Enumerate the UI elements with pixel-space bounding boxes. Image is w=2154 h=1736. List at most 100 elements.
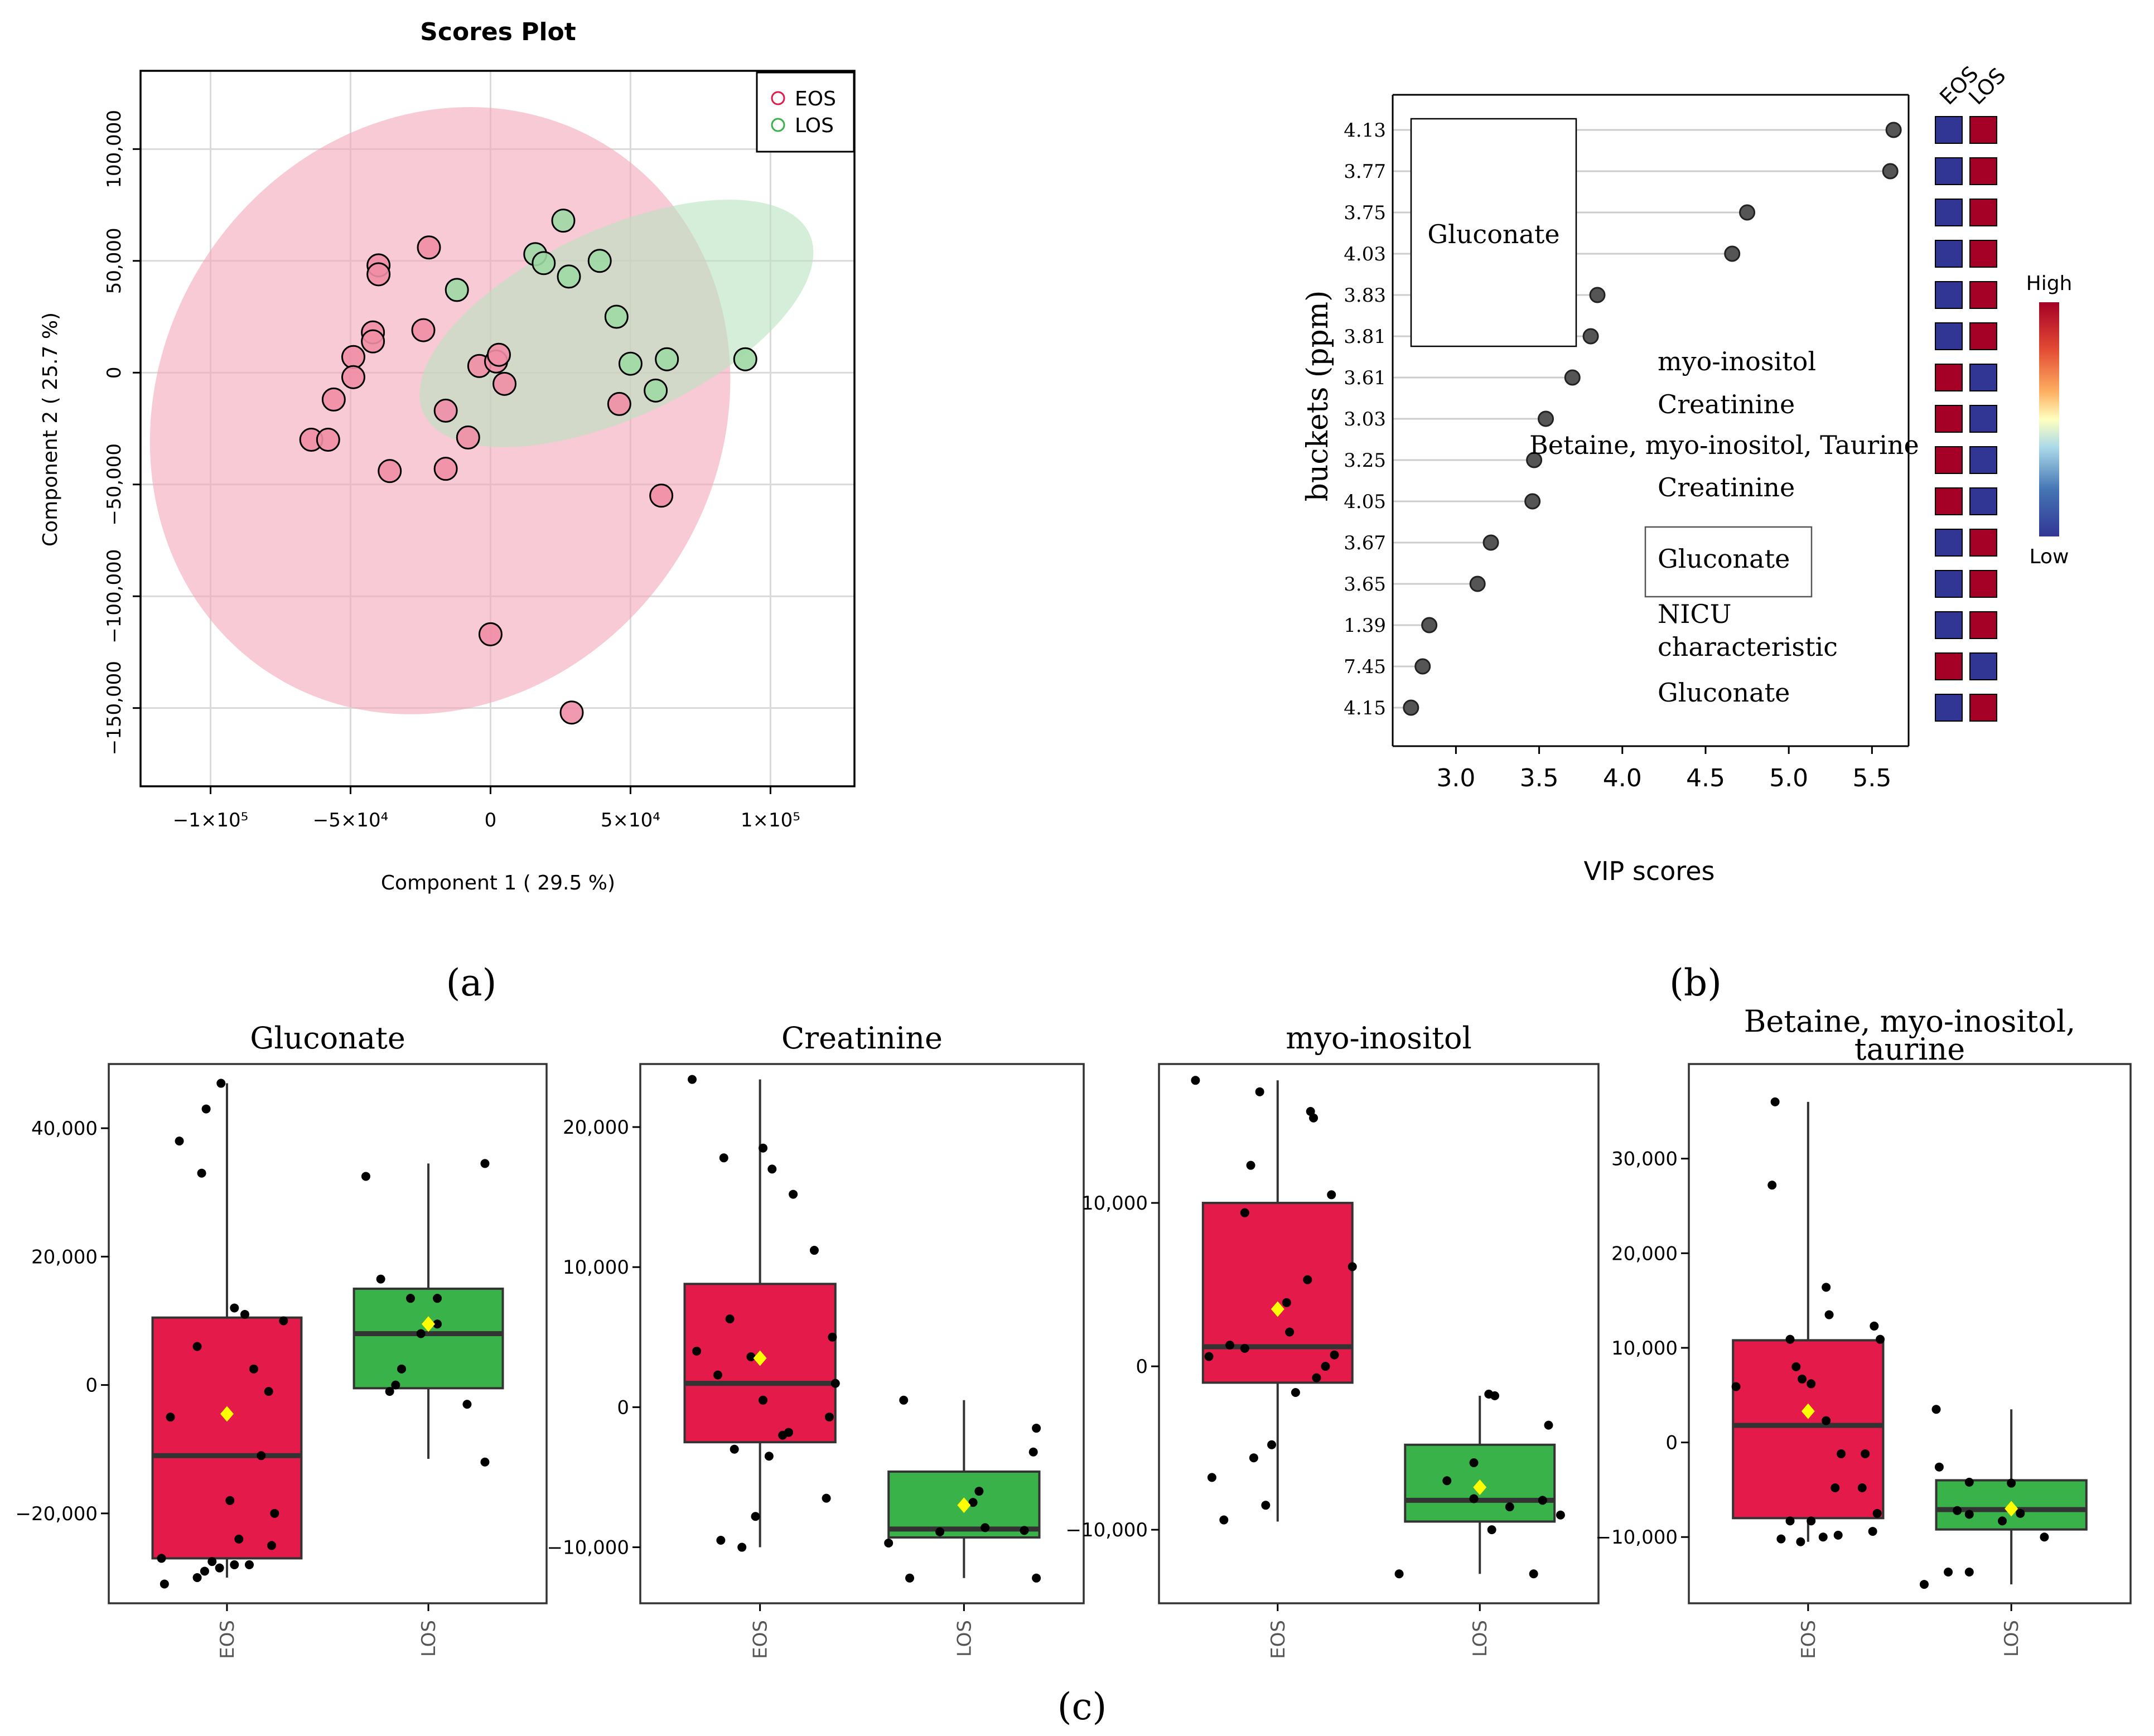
scores-ytick-label: 50,000	[103, 228, 125, 294]
data-point-eos	[1822, 1283, 1831, 1292]
data-point-los	[1964, 1510, 1974, 1519]
heatmap-cell-los	[1969, 405, 1997, 433]
scores-ytick-label: −50,000	[103, 443, 125, 525]
vip-point	[1524, 493, 1541, 510]
vip-point	[1526, 452, 1543, 468]
annotation-box-gluconate-top	[1410, 118, 1577, 347]
data-point-eos	[713, 1370, 722, 1380]
score-point-los	[445, 278, 469, 302]
vip-point	[1538, 410, 1554, 427]
score-point-eos	[487, 342, 511, 367]
heatmap-cell-eos	[1935, 446, 1963, 474]
vip-bucket-label: 3.03	[1344, 408, 1386, 431]
data-point-eos	[270, 1508, 279, 1518]
heatmap-cell-eos	[1935, 694, 1963, 722]
data-point-eos	[1246, 1160, 1255, 1170]
data-point-eos	[1731, 1382, 1741, 1391]
data-point-eos	[1225, 1341, 1235, 1350]
data-point-los	[1934, 1462, 1944, 1472]
box-los	[352, 1287, 504, 1390]
data-point-eos	[1767, 1181, 1777, 1190]
vip-bucket-label: 3.77	[1344, 161, 1386, 183]
data-point-eos	[1818, 1532, 1828, 1542]
data-point-eos	[192, 1573, 202, 1582]
vip-point	[1421, 617, 1438, 634]
scores-ylabel: Component 2 ( 25.7 %)	[39, 312, 62, 547]
data-point-eos	[830, 1379, 840, 1388]
mean-marker-eos	[753, 1350, 767, 1366]
data-point-eos	[264, 1387, 273, 1396]
box-xtick-label-los: LOS	[953, 1620, 975, 1657]
data-point-los	[406, 1294, 416, 1303]
box-title-line1: Betaine, myo-inositol,	[1744, 1004, 2076, 1039]
score-point-eos	[649, 483, 674, 508]
heatmap-cell-los	[1969, 529, 1997, 557]
colorbar-low-label: Low	[2030, 545, 2069, 568]
data-point-los	[361, 1172, 370, 1181]
box-xtick-label-eos: EOS	[1267, 1620, 1289, 1659]
heatmap-cell-eos	[1935, 322, 1963, 350]
legend-label-los: LOS	[795, 114, 834, 137]
data-point-eos	[824, 1412, 834, 1421]
data-point-eos	[1291, 1387, 1300, 1397]
data-point-eos	[1330, 1350, 1339, 1360]
score-point-eos	[478, 622, 503, 646]
data-point-eos	[725, 1314, 735, 1324]
data-point-los	[1394, 1569, 1404, 1579]
data-point-los	[376, 1274, 385, 1284]
heatmap-cell-los	[1969, 281, 1997, 309]
annotation-nicu: NICU	[1658, 599, 1731, 629]
heatmap-cell-los	[1969, 694, 1997, 722]
data-point-los	[433, 1294, 442, 1303]
score-point-los	[551, 209, 576, 233]
heatmap-cell-los	[1969, 487, 1997, 515]
score-point-eos	[559, 700, 584, 725]
vip-xtick-label: 4.5	[1686, 764, 1725, 792]
data-point-eos	[1770, 1097, 1780, 1106]
score-point-eos	[341, 365, 365, 389]
data-point-los	[1020, 1526, 1029, 1535]
data-point-eos	[257, 1451, 266, 1461]
data-point-los	[1505, 1502, 1514, 1512]
data-point-eos	[225, 1496, 235, 1505]
data-point-eos	[267, 1541, 277, 1550]
data-point-eos	[1261, 1501, 1271, 1510]
score-point-eos	[361, 329, 385, 354]
data-point-los	[391, 1380, 400, 1390]
score-point-los	[587, 249, 612, 273]
vip-xlabel: VIP scores	[1584, 856, 1715, 886]
box-eos	[151, 1316, 303, 1560]
heatmap-cell-eos	[1935, 611, 1963, 639]
data-point-eos	[1798, 1374, 1807, 1384]
vip-bucket-label: 3.25	[1344, 449, 1386, 472]
data-point-eos	[730, 1444, 739, 1454]
vip-bucket-label: 4.15	[1344, 697, 1386, 719]
score-point-eos	[456, 425, 480, 450]
data-point-eos	[1822, 1416, 1831, 1425]
data-point-los	[1944, 1568, 1953, 1577]
score-point-los	[557, 264, 581, 289]
mean-marker-eos	[220, 1406, 234, 1422]
score-point-eos	[492, 371, 517, 396]
annotation-gluconate-bottom: Gluconate	[1658, 678, 1790, 708]
data-point-los	[1032, 1573, 1041, 1583]
box-xtick-label-eos: EOS	[750, 1620, 772, 1659]
heatmap-cell-eos	[1935, 652, 1963, 680]
box-title-line2: taurine	[1854, 1032, 1965, 1067]
data-point-eos	[1872, 1508, 1882, 1518]
heatmap-cell-eos	[1935, 281, 1963, 309]
score-point-los	[644, 378, 668, 403]
data-point-eos	[737, 1542, 747, 1552]
box-xtick-label-los: LOS	[418, 1620, 440, 1657]
data-point-eos	[1348, 1262, 1357, 1271]
heatmap-cell-eos	[1935, 240, 1963, 268]
vip-bucket-label: 3.83	[1344, 284, 1386, 307]
data-point-eos	[157, 1554, 166, 1563]
data-point-los	[1469, 1494, 1479, 1503]
data-point-eos	[1240, 1208, 1249, 1217]
vip-xtick-label: 5.5	[1852, 764, 1891, 792]
data-point-eos	[249, 1364, 258, 1374]
box-title: Creatinine	[781, 1021, 943, 1056]
box-ytick-label: 0	[617, 1396, 629, 1419]
vip-bucket-label: 4.03	[1344, 243, 1386, 265]
